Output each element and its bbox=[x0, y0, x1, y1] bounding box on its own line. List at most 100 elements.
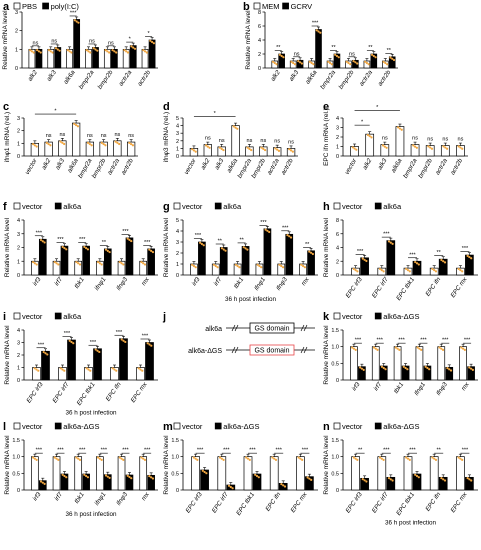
data-dot bbox=[444, 146, 447, 149]
data-dot bbox=[378, 456, 382, 459]
significance-label: *** bbox=[355, 338, 362, 344]
y-axis-label: Relative mRNA level bbox=[163, 435, 170, 495]
data-dot bbox=[214, 264, 217, 268]
data-dot bbox=[83, 473, 86, 476]
data-dot bbox=[361, 478, 364, 481]
data-dot bbox=[76, 125, 80, 128]
data-dot bbox=[128, 475, 131, 479]
panel-i: i vector alk6a 0 1 2 3 4 Relative mRNA level *** E… bbox=[3, 311, 158, 416]
bar-control bbox=[456, 456, 465, 491]
x-tick-label: alk2 bbox=[200, 157, 212, 171]
y-tick-label: 0 bbox=[258, 66, 261, 72]
data-dot bbox=[143, 458, 147, 461]
data-dot bbox=[192, 456, 195, 459]
data-dot bbox=[384, 61, 387, 65]
y-tick-label: 8 bbox=[258, 10, 261, 16]
data-dot bbox=[115, 51, 118, 54]
x-tick-label: alk3 bbox=[54, 157, 66, 171]
data-dot bbox=[113, 368, 116, 371]
data-dot bbox=[194, 457, 197, 460]
data-dot bbox=[98, 457, 101, 460]
break-mark bbox=[231, 324, 236, 332]
data-dot bbox=[297, 456, 300, 459]
data-dot bbox=[354, 457, 357, 460]
data-dot bbox=[222, 248, 225, 251]
data-dot bbox=[206, 145, 209, 148]
x-tick-label: EPC ifn bbox=[264, 491, 282, 513]
significance-label: ** bbox=[305, 242, 310, 248]
significance-label: *** bbox=[79, 237, 86, 243]
data-dot bbox=[43, 482, 46, 485]
data-dot bbox=[365, 61, 369, 65]
x-tick-label: vector bbox=[24, 157, 39, 176]
significance-label: ns bbox=[274, 139, 280, 145]
data-dot bbox=[408, 458, 411, 461]
data-dot bbox=[308, 60, 311, 63]
data-dot bbox=[204, 144, 208, 147]
bar-treatment bbox=[60, 245, 69, 276]
data-dot bbox=[92, 47, 95, 50]
data-dot bbox=[274, 147, 277, 150]
data-dot bbox=[122, 263, 125, 266]
panel-letter: b bbox=[243, 1, 250, 13]
x-tick-label: alk2 bbox=[41, 157, 53, 171]
significance-label: *** bbox=[197, 448, 204, 454]
y-tick-label: 0.5 bbox=[12, 471, 20, 477]
significance-label: *** bbox=[101, 448, 108, 454]
data-dot bbox=[280, 264, 283, 268]
y-tick-label: 0.5 bbox=[171, 471, 179, 477]
data-dot bbox=[98, 350, 101, 354]
y-tick-label: 1 bbox=[17, 141, 20, 147]
significance-label: *** bbox=[302, 448, 309, 454]
data-dot bbox=[391, 57, 394, 60]
x-tick-label: vector bbox=[344, 157, 359, 176]
data-dot bbox=[63, 247, 66, 250]
data-dot bbox=[459, 146, 462, 149]
significance-label: ns bbox=[294, 51, 300, 57]
significance-label: *** bbox=[249, 448, 256, 454]
legend-label: PBS bbox=[22, 2, 37, 11]
data-dot bbox=[298, 61, 302, 64]
data-dot bbox=[61, 473, 64, 476]
construct-label: alk6a-ΔGS bbox=[188, 348, 222, 355]
data-dot bbox=[53, 456, 56, 459]
data-dot bbox=[150, 40, 154, 44]
significance-label: *** bbox=[282, 225, 289, 231]
y-tick-label: 2 bbox=[17, 246, 20, 252]
legend-label: alk6a bbox=[223, 202, 242, 211]
x-axis-title: 36 h post infection bbox=[65, 409, 117, 416]
data-dot bbox=[406, 457, 410, 460]
data-dot bbox=[194, 266, 197, 269]
x-tick-label: mx bbox=[140, 490, 151, 502]
significance-label: ns bbox=[101, 133, 107, 139]
data-dot bbox=[143, 263, 147, 266]
y-tick-label: 2 bbox=[17, 353, 20, 359]
data-dot bbox=[128, 141, 131, 144]
data-dot bbox=[408, 270, 411, 273]
data-dot bbox=[35, 263, 38, 266]
data-dot bbox=[466, 477, 469, 480]
significance-label: *** bbox=[462, 448, 469, 454]
break-mark bbox=[231, 346, 236, 354]
y-tick-label: 4 bbox=[176, 229, 179, 235]
y-tick-label: 2 bbox=[336, 259, 339, 265]
data-dot bbox=[57, 263, 60, 266]
data-dot bbox=[335, 54, 339, 58]
data-dot bbox=[130, 239, 133, 243]
data-dot bbox=[59, 367, 62, 370]
data-dot bbox=[461, 458, 464, 461]
data-dot bbox=[245, 456, 248, 459]
data-dot bbox=[361, 257, 364, 260]
significance-label: *** bbox=[70, 10, 77, 16]
data-dot bbox=[51, 51, 54, 54]
data-dot bbox=[126, 51, 130, 54]
data-dot bbox=[291, 150, 294, 153]
data-dot bbox=[113, 50, 116, 53]
data-dot bbox=[385, 146, 388, 149]
data-dot bbox=[125, 50, 128, 53]
data-dot bbox=[392, 58, 396, 62]
legend-label: vector bbox=[22, 202, 43, 211]
legend-label: alk6a bbox=[63, 312, 82, 321]
data-dot bbox=[356, 458, 359, 461]
